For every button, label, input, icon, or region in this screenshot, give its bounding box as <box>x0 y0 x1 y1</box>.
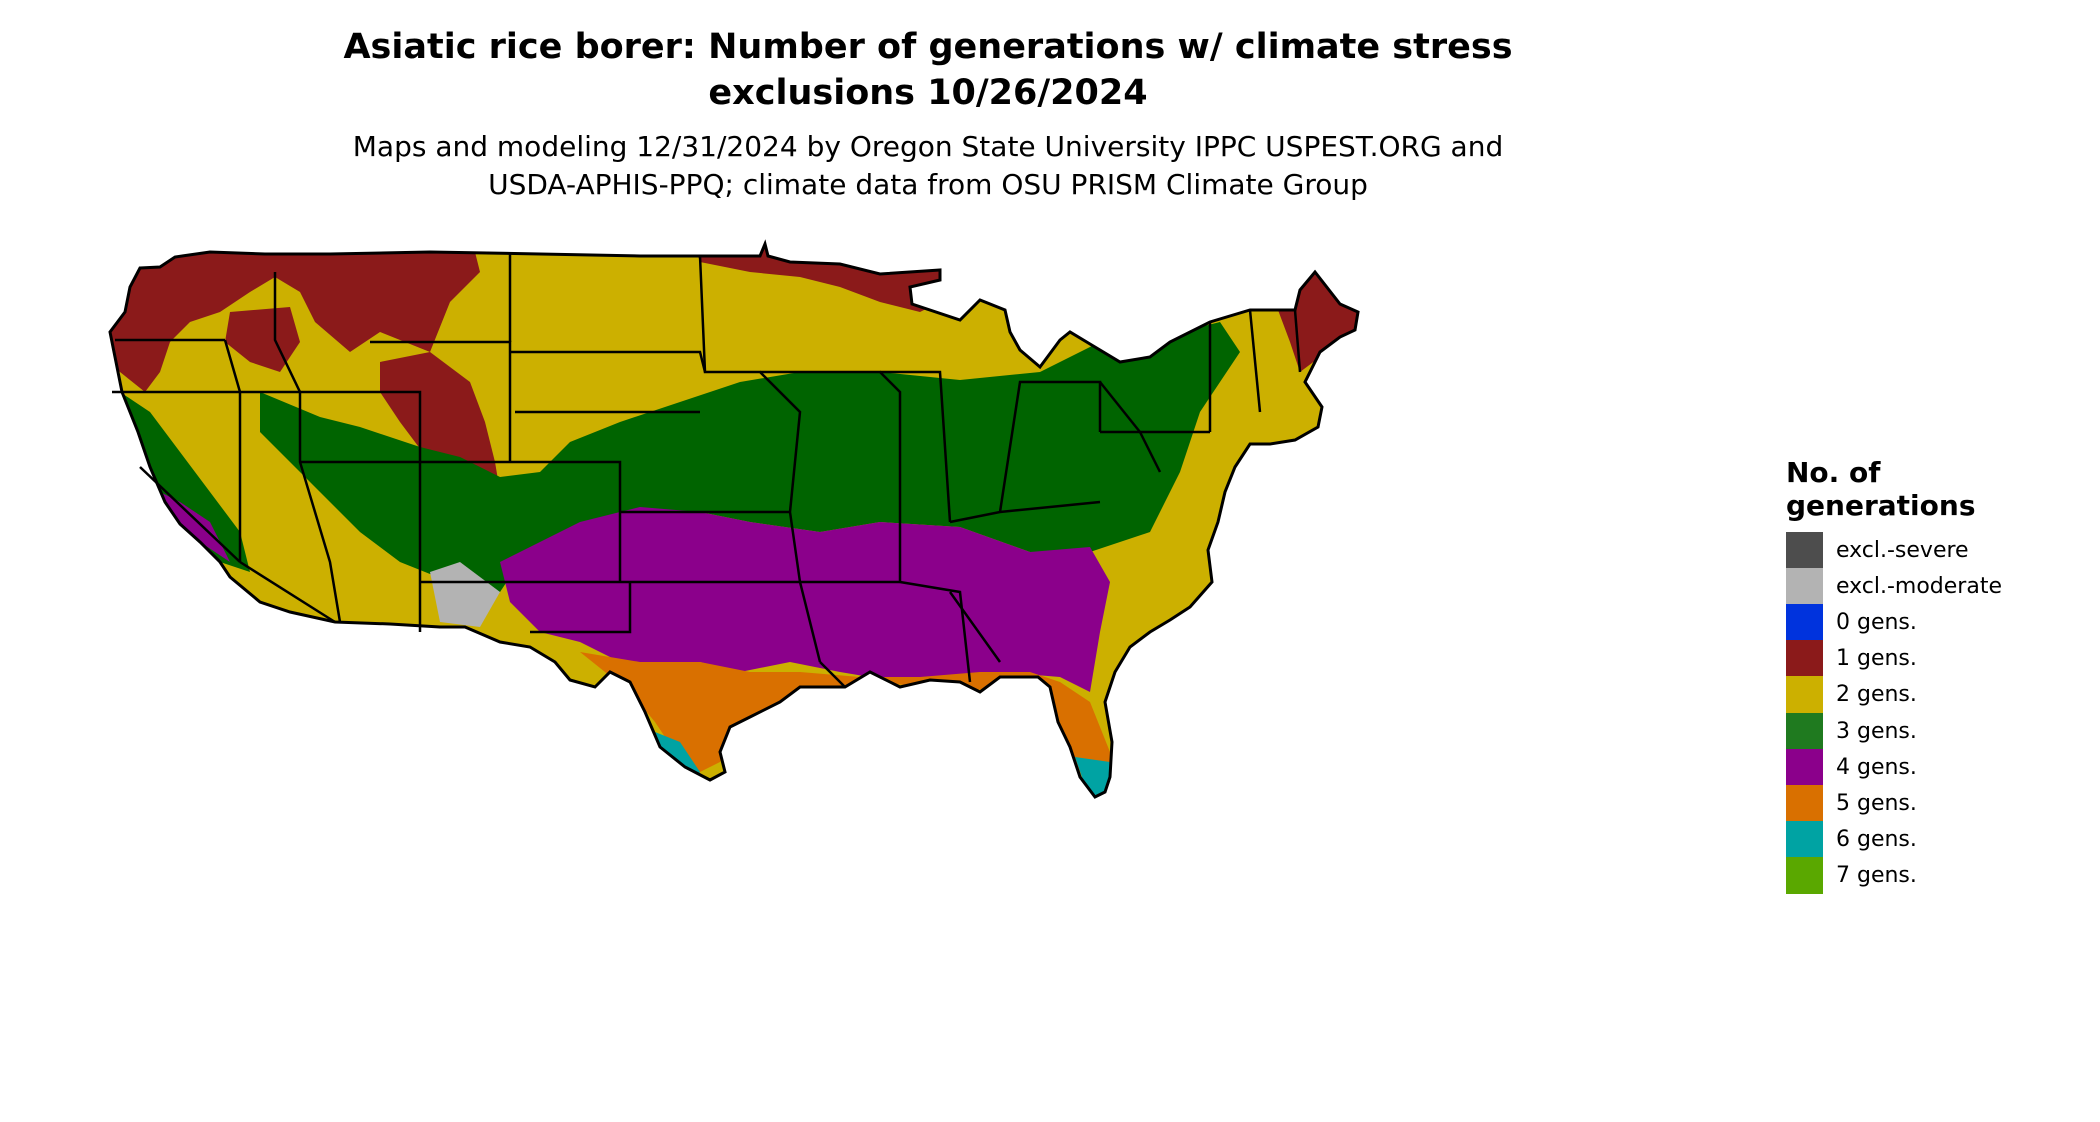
zone-excl-moderate <box>430 562 500 627</box>
legend-item: 3 gens. <box>1786 712 2076 750</box>
map-subtitle: Maps and modeling 12/31/2024 by Oregon S… <box>0 128 1856 204</box>
zone-5-gens <box>580 652 1110 792</box>
legend-label: excl.-moderate <box>1836 573 2002 599</box>
us-outline <box>108 239 1360 799</box>
legend-swatch <box>1786 784 1823 822</box>
legend-item: excl.-moderate <box>1786 567 2076 605</box>
map-legend: No. of generations excl.-severe excl.-mod… <box>1786 456 2076 895</box>
legend-item: 6 gens. <box>1786 821 2076 859</box>
title-line-1: Asiatic rice borer: Number of generation… <box>343 27 1513 67</box>
legend-item: 5 gens. <box>1786 784 2076 822</box>
generation-zones <box>110 244 1358 797</box>
legend-swatch <box>1786 748 1823 786</box>
legend-item: 0 gens. <box>1786 603 2076 641</box>
legend-item: excl.-severe <box>1786 531 2076 569</box>
zone-1-gens-northwest <box>110 244 480 392</box>
legend-item: 1 gens. <box>1786 640 2076 678</box>
legend-label: 2 gens. <box>1836 682 1917 708</box>
legend-label: 5 gens. <box>1836 790 1917 816</box>
legend-label: 7 gens. <box>1836 863 1917 889</box>
legend-title-line-2: generations <box>1786 489 1976 522</box>
zone-6-gens-florida <box>1075 757 1110 797</box>
legend-label: 0 gens. <box>1836 609 1917 635</box>
subtitle-line-2: USDA-APHIS-PPQ; climate data from OSU PR… <box>488 168 1368 201</box>
legend-swatch <box>1786 603 1823 641</box>
legend-label: 4 gens. <box>1836 754 1917 780</box>
legend-title: No. of generations <box>1786 456 2076 522</box>
map-title: Asiatic rice borer: Number of generation… <box>0 24 1856 116</box>
legend-label: 6 gens. <box>1836 827 1917 853</box>
title-line-2: exclusions 10/26/2024 <box>708 73 1148 113</box>
legend-swatch <box>1786 821 1823 859</box>
legend-item: 4 gens. <box>1786 748 2076 786</box>
legend-swatch <box>1786 676 1823 714</box>
state-borders <box>112 254 1302 688</box>
us-generations-map <box>108 239 1360 799</box>
legend-title-line-1: No. of <box>1786 456 1881 489</box>
legend-label: 3 gens. <box>1836 718 1917 744</box>
legend-label: excl.-severe <box>1836 537 1969 563</box>
legend-item: 2 gens. <box>1786 676 2076 714</box>
legend-swatch <box>1786 712 1823 750</box>
zone-3-gens <box>260 322 1240 592</box>
legend-label: 1 gens. <box>1836 646 1917 672</box>
zone-3-gens-california <box>120 392 250 572</box>
legend-swatch <box>1786 567 1823 605</box>
legend-item: 7 gens. <box>1786 857 2076 895</box>
legend-swatch <box>1786 531 1823 569</box>
legend-swatch <box>1786 640 1823 678</box>
legend-list: excl.-severe excl.-moderate 0 gens. 1 gens.… <box>1786 531 2076 895</box>
subtitle-line-1: Maps and modeling 12/31/2024 by Oregon S… <box>352 130 1504 163</box>
legend-swatch <box>1786 857 1823 895</box>
